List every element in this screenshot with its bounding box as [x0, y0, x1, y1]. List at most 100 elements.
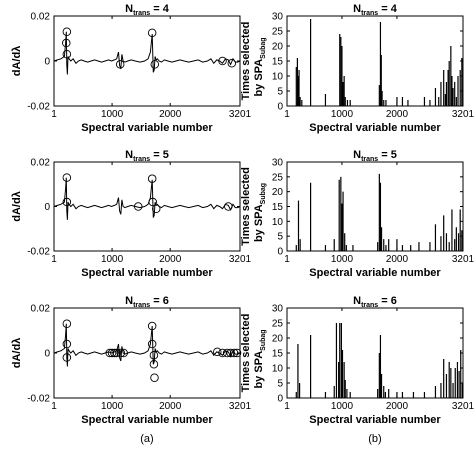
y-tick-label: 5 — [277, 379, 283, 390]
x-tick-label: 1 — [284, 401, 290, 412]
y-axis-label: dA/dλ — [11, 338, 23, 369]
x-tick-label: 1000 — [331, 109, 354, 120]
selected-variable-marker — [224, 202, 233, 211]
y-tick-label: 30 — [272, 12, 284, 23]
x-tick-label: 1 — [51, 109, 57, 120]
y-tick-label: 30 — [272, 158, 284, 169]
x-tick-label: 3201 — [452, 109, 474, 120]
selected-variable-marker — [116, 348, 126, 358]
panel-b-3: Ntrans = 6 1 1000 2000 3201 0 5 10 15 20 25 30 Spect… — [240, 295, 474, 426]
x-tick-label: 1000 — [101, 401, 124, 412]
selected-variable-marker — [62, 319, 72, 329]
selected-variable-marker — [218, 56, 227, 66]
chart-title: Ntrans = 6 — [353, 295, 397, 309]
chart-title: Ntrans = 5 — [353, 149, 397, 163]
selected-variable-marker — [62, 50, 72, 59]
selected-variable-marker — [218, 348, 227, 358]
y-tick-label: 25 — [272, 172, 284, 183]
selected-variable-marker — [150, 373, 159, 383]
y-tick-label: -0.02 — [27, 394, 50, 405]
selected-variable-marker — [147, 28, 157, 38]
x-tick-label: 3201 — [229, 401, 252, 412]
plot-frame — [286, 161, 464, 252]
selected-variable-marker — [107, 348, 117, 358]
y-tick-label: 15 — [272, 202, 284, 213]
selected-variable-marker — [62, 38, 71, 48]
y-tick-label: -0.02 — [27, 102, 50, 113]
x-tick-label: 2000 — [159, 401, 182, 412]
x-axis-label: Spectral variable number — [309, 414, 441, 426]
panel-a-3: Ntrans = 6 1 1000 2000 3201 0.02 0 -0.02 Spectra… — [11, 295, 252, 426]
x-tick-label: 1000 — [101, 109, 124, 120]
x-axis-label: Spectral variable number — [81, 414, 213, 426]
y-tick-label: 15 — [272, 349, 284, 360]
y-axis-label: dA/dλ — [11, 191, 23, 222]
selected-variable-marker — [62, 353, 72, 362]
plot-frame — [286, 15, 464, 107]
y-tick-label: 5 — [277, 87, 283, 98]
selected-variable-marker — [105, 348, 114, 358]
x-tick-label: 3201 — [452, 401, 474, 412]
y-tick-label: 10 — [272, 217, 284, 228]
selected-variable-marker — [110, 348, 119, 358]
y-tick-label: 25 — [272, 27, 284, 38]
selected-variable-marker — [149, 351, 159, 360]
spectrum-line — [53, 177, 241, 220]
x-tick-label: 3201 — [229, 109, 252, 120]
y-tick-label: 0 — [44, 57, 50, 68]
x-tick-label: 1 — [284, 109, 290, 120]
x-tick-label: 2000 — [386, 254, 409, 265]
y-axis-label: Times selectedby SPASubag — [240, 167, 267, 246]
x-tick-label: 1000 — [101, 254, 124, 265]
y-tick-label: 0.02 — [31, 304, 51, 315]
selected-variable-marker — [149, 360, 159, 369]
x-axis-label: Spectral variable number — [309, 122, 441, 134]
x-tick-label: 1 — [284, 254, 290, 265]
selected-variable-marker — [148, 197, 158, 207]
selected-variable-marker — [227, 59, 237, 68]
y-tick-label: 0 — [44, 202, 50, 213]
selected-variable-marker — [133, 202, 143, 211]
selected-variable-marker — [232, 348, 242, 358]
x-axis-label: Spectral variable number — [81, 122, 213, 134]
selected-variable-marker — [229, 348, 239, 358]
x-tick-label: 2000 — [386, 401, 409, 412]
selected-variable-marker — [147, 321, 157, 331]
selected-variable-marker — [150, 60, 160, 69]
spectrum-line — [53, 323, 241, 367]
x-tick-label: 1 — [51, 254, 57, 265]
y-tick-label: -0.02 — [27, 247, 50, 258]
y-tick-label: 20 — [272, 42, 284, 53]
chart-title: Ntrans = 4 — [125, 3, 170, 17]
chart-title: Ntrans = 4 — [353, 3, 398, 17]
selected-variable-marker — [147, 174, 157, 183]
caption-b: (b) — [368, 433, 381, 445]
y-tick-label: 20 — [272, 334, 284, 345]
x-tick-label: 1000 — [331, 254, 354, 265]
panel-b-2: Ntrans = 5 1 1000 2000 3201 0 5 10 15 20 25 30 Spect… — [240, 149, 474, 279]
y-axis-label: Times selectedby SPASubag — [240, 314, 267, 393]
panel-a-1: Ntrans = 4 1 1000 2000 3201 0.02 0 -0.02 Spectra… — [11, 3, 252, 134]
selected-variable-marker — [62, 173, 72, 182]
y-tick-label: 20 — [272, 187, 284, 198]
selected-variable-marker — [151, 204, 161, 213]
selected-variable-marker — [112, 348, 121, 358]
y-tick-label: 10 — [272, 364, 284, 375]
x-tick-label: 1000 — [331, 401, 354, 412]
x-tick-label: 2000 — [159, 109, 182, 120]
y-axis-label: Times selectedby SPASubag — [240, 22, 267, 101]
chart-title: Ntrans = 6 — [125, 295, 169, 309]
spectrum-line — [53, 31, 241, 75]
y-tick-label: 10 — [272, 72, 284, 83]
y-tick-label: 0.02 — [31, 158, 51, 169]
y-tick-label: 0.02 — [31, 12, 51, 23]
y-tick-label: 30 — [272, 304, 284, 315]
x-tick-label: 3201 — [229, 254, 252, 265]
y-axis-label: dA/dλ — [11, 46, 23, 77]
x-tick-label: 1 — [51, 401, 57, 412]
selected-variable-marker — [62, 339, 72, 349]
x-axis-label: Spectral variable number — [309, 267, 441, 279]
selected-variable-marker — [147, 339, 157, 349]
y-tick-label: 15 — [272, 57, 284, 68]
